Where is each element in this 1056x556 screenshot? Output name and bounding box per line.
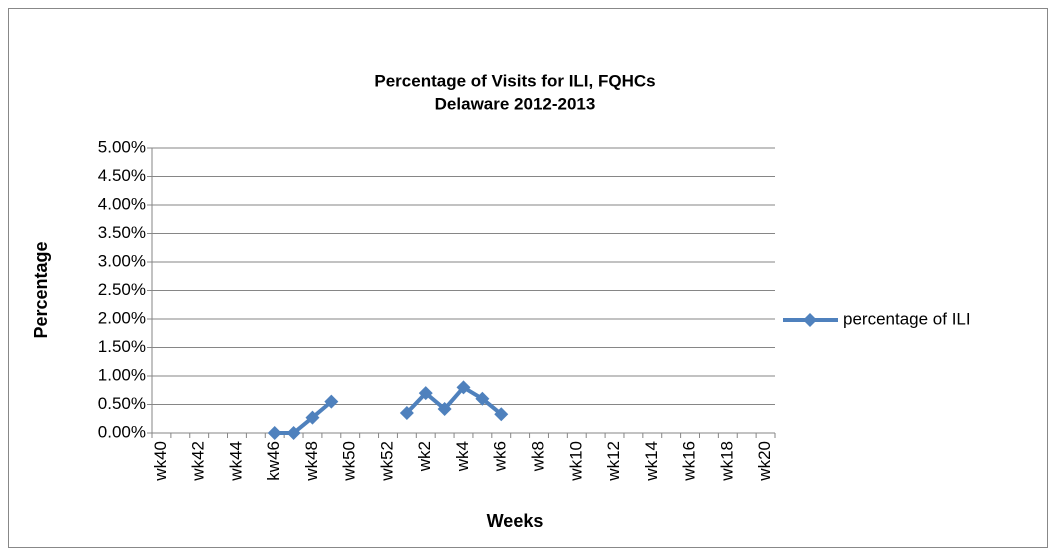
y-axis-title: Percentage — [31, 241, 51, 338]
y-tick-label: 1.50% — [98, 337, 146, 356]
marker — [399, 406, 414, 421]
marker — [475, 391, 490, 406]
x-axis-title: Weeks — [487, 511, 544, 531]
marker — [494, 407, 509, 422]
marker — [418, 386, 433, 401]
x-tick-label: wk2 — [415, 441, 434, 472]
legend-marker — [803, 313, 817, 327]
y-tick-label: 0.50% — [98, 394, 146, 413]
chart-subtitle: Delaware 2012-2013 — [435, 94, 596, 113]
y-tick-label: 1.00% — [98, 365, 146, 384]
x-tick-label: wk14 — [642, 441, 661, 482]
marker — [305, 410, 320, 425]
x-tick-label: wk8 — [528, 441, 547, 472]
marker — [267, 426, 282, 440]
x-tick-label: kw46 — [264, 441, 283, 481]
marker — [437, 402, 452, 417]
y-tick-label: 4.50% — [98, 166, 146, 185]
y-tick-label: 0.00% — [98, 422, 146, 441]
x-tick-label: wk20 — [755, 441, 774, 482]
x-tick-label: wk44 — [226, 441, 245, 482]
x-tick-label: wk6 — [491, 441, 510, 472]
x-tick-label: wk18 — [717, 441, 736, 482]
x-tick-label: wk4 — [453, 441, 472, 472]
legend-label: percentage of ILI — [843, 309, 971, 328]
x-tick-label: wk52 — [377, 441, 396, 482]
y-tick-label: 3.50% — [98, 223, 146, 242]
y-tick-label: 2.50% — [98, 280, 146, 299]
marker — [324, 394, 339, 409]
x-tick-label: wk12 — [604, 441, 623, 482]
chart-title: Percentage of Visits for ILI, FQHCs — [374, 71, 655, 90]
marker — [456, 380, 471, 395]
x-tick-label: wk40 — [151, 441, 170, 482]
y-tick-label: 2.00% — [98, 308, 146, 327]
y-tick-label: 4.00% — [98, 194, 146, 213]
x-tick-label: wk50 — [340, 441, 359, 482]
x-tick-label: wk42 — [189, 441, 208, 482]
chart-frame — [8, 8, 1048, 548]
y-tick-label: 5.00% — [98, 137, 146, 156]
y-tick-label: 3.00% — [98, 251, 146, 270]
x-tick-label: wk16 — [680, 441, 699, 482]
x-tick-label: wk48 — [302, 441, 321, 482]
x-tick-label: wk10 — [566, 441, 585, 482]
marker — [286, 426, 301, 440]
